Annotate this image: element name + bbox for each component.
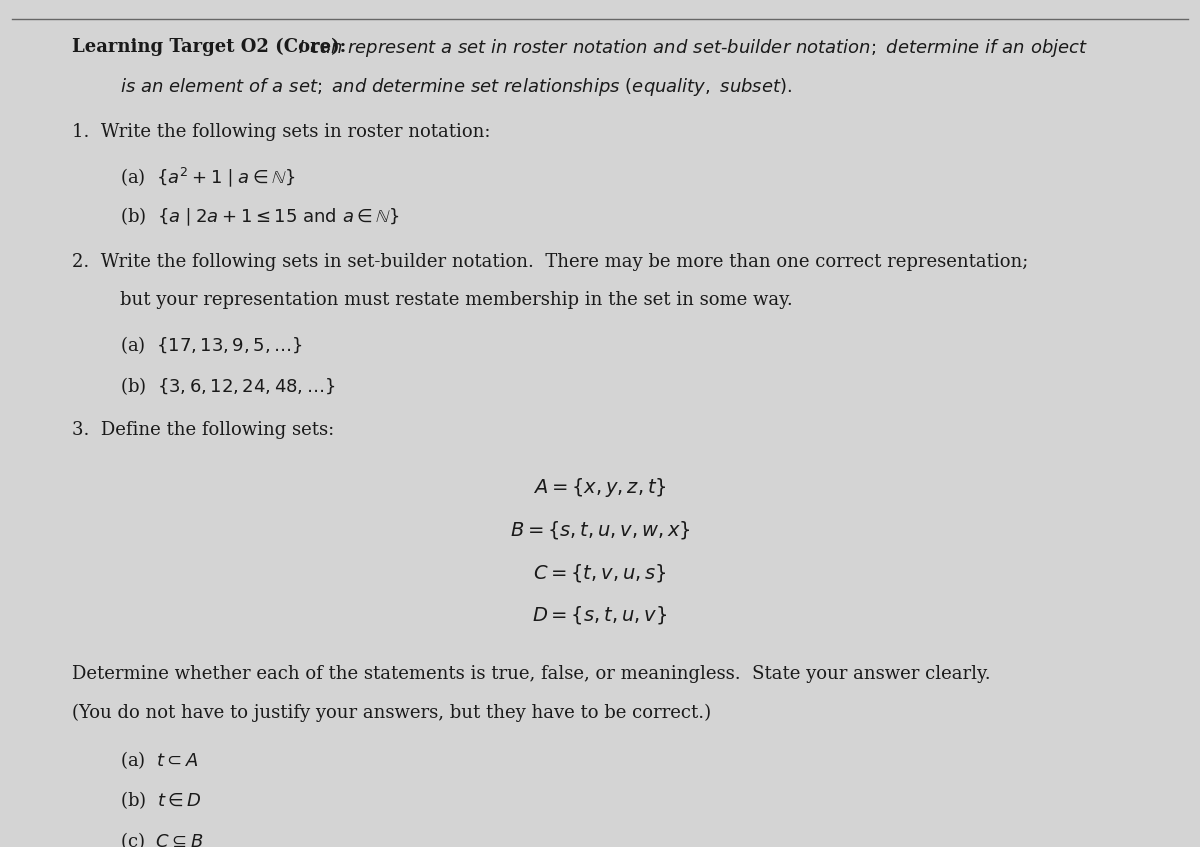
Text: (a)  $\{17, 13, 9, 5, \ldots\}$: (a) $\{17, 13, 9, 5, \ldots\}$ xyxy=(120,334,302,356)
Text: (c)  $C \subseteq B$: (c) $C \subseteq B$ xyxy=(120,830,204,847)
Text: $A = \{x, y, z, t\}$: $A = \{x, y, z, t\}$ xyxy=(533,476,667,500)
Text: $C = \{t, v, u, s\}$: $C = \{t, v, u, s\}$ xyxy=(533,562,667,584)
Text: $\it{I\ can\ represent\ a\ set\ in\ roster\ notation\ and\ set\text{-}builder\ n: $\it{I\ can\ represent\ a\ set\ in\ rost… xyxy=(298,37,1087,59)
Text: (b)  $t \in D$: (b) $t \in D$ xyxy=(120,789,202,811)
Text: 3.  Define the following sets:: 3. Define the following sets: xyxy=(72,422,335,440)
Text: (You do not have to justify your answers, but they have to be correct.): (You do not have to justify your answers… xyxy=(72,704,712,722)
Text: $D = \{s, t, u, v\}$: $D = \{s, t, u, v\}$ xyxy=(533,605,667,627)
Text: 2.  Write the following sets in set-builder notation.  There may be more than on: 2. Write the following sets in set-build… xyxy=(72,252,1028,271)
Text: Determine whether each of the statements is true, false, or meaningless.  State : Determine whether each of the statements… xyxy=(72,666,991,684)
Text: Learning Target O2 (Core):: Learning Target O2 (Core): xyxy=(72,37,347,56)
Text: (a)  $\{a^2 + 1 \mid a \in \mathbb{N}\}$: (a) $\{a^2 + 1 \mid a \in \mathbb{N}\}$ xyxy=(120,165,295,189)
Text: but your representation must restate membership in the set in some way.: but your representation must restate mem… xyxy=(120,291,793,309)
Text: $\it{is\ an\ element\ of\ a\ set;\ and\ determine\ set\ relationships\ (equality: $\it{is\ an\ element\ of\ a\ set;\ and\ … xyxy=(120,76,792,98)
Text: (a)  $t \subset A$: (a) $t \subset A$ xyxy=(120,749,198,771)
Text: (b)  $\{3, 6, 12, 24, 48, \ldots\}$: (b) $\{3, 6, 12, 24, 48, \ldots\}$ xyxy=(120,374,335,396)
Text: 1.  Write the following sets in roster notation:: 1. Write the following sets in roster no… xyxy=(72,123,491,141)
Text: $B = \{s, t, u, v, w, x\}$: $B = \{s, t, u, v, w, x\}$ xyxy=(510,519,690,541)
Text: (b)  $\{a \mid 2a + 1 \leq 15\ \mathrm{and}\ a \in \mathbb{N}\}$: (b) $\{a \mid 2a + 1 \leq 15\ \mathrm{an… xyxy=(120,206,400,229)
